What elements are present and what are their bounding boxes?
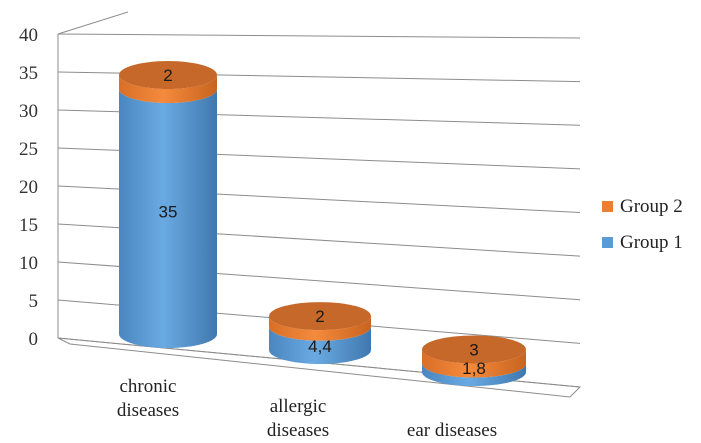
bar-group1-0 — [119, 89, 217, 348]
cylinder-0: 2 35 — [119, 61, 217, 348]
side-wall-top-edge — [57, 11, 129, 35]
category-label-1: allergic diseases — [267, 396, 329, 441]
y-tick-label-1: 5 — [29, 291, 39, 312]
bar-group1-1 — [269, 326, 371, 364]
data-label-group1-2: 1,8 — [462, 359, 486, 378]
grid-line-8 — [57, 33, 581, 39]
y-tick-label-3: 15 — [19, 215, 38, 236]
data-label-group2-2: 3 — [469, 340, 478, 359]
y-tick-label-0: 0 — [29, 329, 39, 350]
data-label-group2-1: 2 — [315, 307, 324, 326]
legend-label-0: Group 2 — [620, 196, 683, 217]
bar-top-cap-0 — [119, 61, 217, 89]
cylinder-1: 24,4 — [269, 302, 371, 364]
legend-label-1: Group 1 — [620, 232, 683, 253]
data-label-group1-1: 4,4 — [308, 337, 332, 356]
bar-group2-2 — [422, 349, 526, 378]
x-axis-categories: chronic diseases allergic diseases ear disea… — [117, 376, 497, 441]
bar-top-cap-1 — [269, 302, 371, 331]
legend: Group 2 Group 1 — [602, 196, 683, 253]
category-label-0: chronic diseases — [117, 376, 179, 421]
data-label-group1-0: 35 — [159, 203, 178, 222]
y-tick-label-7: 35 — [19, 63, 38, 84]
y-tick-label-8: 40 — [19, 25, 38, 46]
cylinder-2: 31,8 — [422, 335, 526, 386]
y-tick-label-2: 10 — [19, 253, 38, 274]
legend-swatch-1 — [602, 237, 613, 248]
data-label-group2-0: 2 — [163, 66, 172, 85]
axes — [57, 11, 582, 398]
y-tick-label-6: 30 — [19, 101, 38, 122]
y-tick-label-4: 20 — [19, 177, 38, 198]
y-tick-label-5: 25 — [19, 139, 38, 160]
legend-swatch-0 — [602, 201, 613, 212]
bar-group2-1 — [269, 316, 371, 341]
bar-top-cap-2 — [422, 335, 526, 364]
floor — [57, 337, 582, 398]
bar-group1-2 — [422, 363, 526, 386]
category-label-2: ear diseases — [407, 420, 497, 441]
y-axis-ticks: 0 5 10 15 20 25 30 35 40 — [19, 25, 38, 350]
